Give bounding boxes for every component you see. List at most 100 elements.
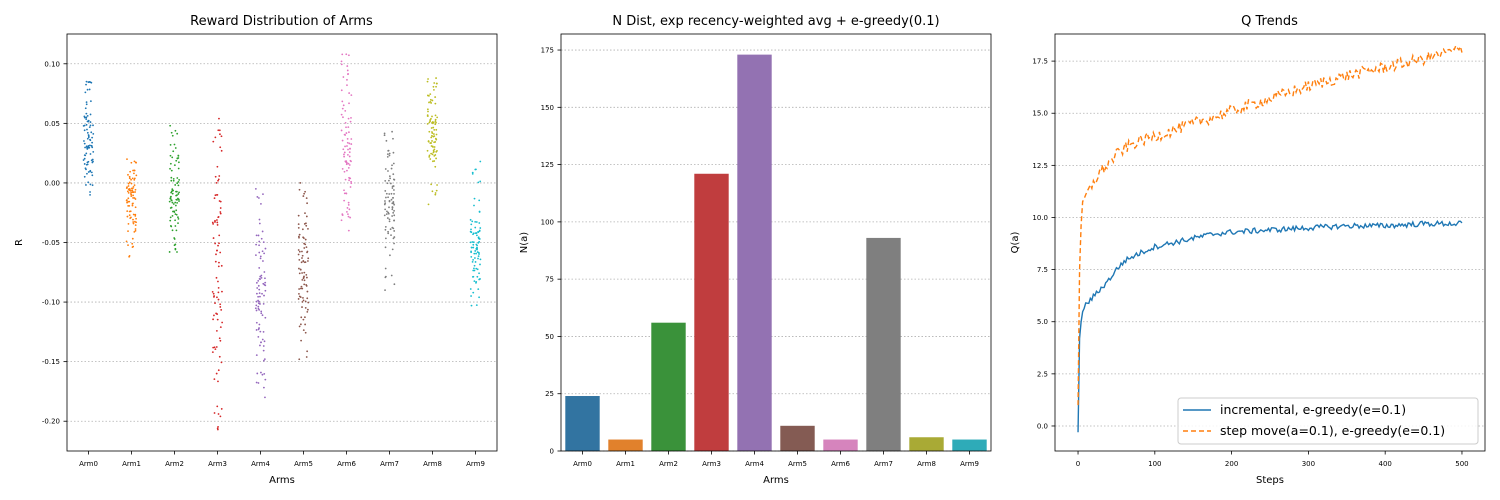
reward-point <box>213 412 216 414</box>
y-tick-label: -0.05 <box>42 239 60 247</box>
reward-point <box>470 228 472 231</box>
reward-point <box>472 258 475 261</box>
reward-point <box>176 182 179 185</box>
reward-point <box>131 242 134 245</box>
reward-point <box>212 346 215 349</box>
reward-point <box>427 203 430 206</box>
reward-point <box>170 169 173 172</box>
reward-point <box>342 76 345 78</box>
reward-point <box>393 209 395 212</box>
reward-point <box>263 358 266 361</box>
reward-point <box>301 228 304 231</box>
reward-point <box>430 117 432 120</box>
reward-point <box>85 145 88 148</box>
reward-point <box>297 223 300 226</box>
reward-point <box>393 219 396 222</box>
reward-point <box>302 329 305 332</box>
reward-point <box>303 242 306 245</box>
reward-point <box>219 133 221 136</box>
reward-point <box>259 255 262 258</box>
reward-point <box>435 128 438 131</box>
reward-point <box>469 241 472 244</box>
reward-point <box>90 171 93 174</box>
reward-point <box>85 103 88 106</box>
reward-point <box>307 301 310 304</box>
reward-point <box>171 201 174 204</box>
reward-point <box>134 161 137 164</box>
reward-point <box>213 378 216 381</box>
reward-point <box>133 169 136 172</box>
reward-point <box>261 250 264 253</box>
reward-point <box>88 144 91 147</box>
reward-point <box>177 180 180 183</box>
reward-point <box>257 328 260 331</box>
reward-point <box>347 204 350 206</box>
reward-point <box>92 150 95 153</box>
reward-point <box>347 162 350 165</box>
reward-point <box>343 192 346 195</box>
reward-point <box>434 193 437 196</box>
reward-point <box>262 260 264 262</box>
reward-point <box>215 330 218 332</box>
reward-point <box>340 219 343 222</box>
reward-point <box>435 138 438 141</box>
reward-point <box>89 153 92 155</box>
reward-point <box>177 217 180 220</box>
reward-point <box>260 274 263 277</box>
reward-point <box>220 135 223 138</box>
reward-point <box>126 199 128 201</box>
reward-point <box>473 264 476 267</box>
reward-point <box>431 99 434 102</box>
reward-point <box>473 280 476 282</box>
reward-point <box>386 217 389 219</box>
reward-point <box>129 217 132 220</box>
reward-point <box>476 234 478 237</box>
reward-point <box>216 224 219 226</box>
reward-point <box>215 253 217 256</box>
reward-point <box>348 92 351 94</box>
reward-point <box>259 275 262 278</box>
reward-point <box>85 123 88 126</box>
reward-point <box>255 321 258 324</box>
reward-point <box>340 60 343 63</box>
bar-arm8 <box>909 437 944 451</box>
reward-point <box>216 427 219 430</box>
reward-point <box>177 167 180 170</box>
reward-point <box>82 159 85 161</box>
reward-point <box>429 101 432 103</box>
reward-point <box>212 292 215 295</box>
y-tick-label: 5.0 <box>1037 318 1048 326</box>
n-distribution-panel: N Dist, exp recency-weighted avg + e-gre… <box>519 14 992 486</box>
reward-point <box>92 124 94 127</box>
reward-point <box>470 304 473 307</box>
x-tick-label: Arm8 <box>423 460 442 468</box>
reward-point <box>174 184 177 186</box>
reward-point <box>219 415 222 418</box>
y-tick-label: 50 <box>545 333 554 341</box>
reward-point <box>346 210 348 213</box>
y-tick-label: 0 <box>550 448 554 456</box>
reward-point <box>261 230 264 233</box>
reward-point <box>393 230 396 232</box>
reward-point <box>434 96 437 98</box>
reward-point <box>387 230 389 233</box>
reward-point <box>391 215 394 217</box>
x-axis-label: Arms <box>269 475 295 486</box>
reward-point <box>85 118 88 121</box>
reward-point <box>345 161 348 164</box>
reward-point <box>90 81 93 84</box>
reward-point <box>212 237 215 239</box>
reward-point <box>478 230 481 233</box>
x-tick-label: Arm0 <box>79 460 98 468</box>
reward-point <box>174 201 177 204</box>
x-tick-label: Arm5 <box>788 460 807 468</box>
reward-point <box>432 85 435 88</box>
reward-point <box>170 191 173 194</box>
reward-point <box>91 174 94 177</box>
reward-point <box>306 308 309 311</box>
reward-point <box>431 134 433 137</box>
reward-point <box>388 193 391 195</box>
reward-point <box>479 263 481 266</box>
reward-point <box>297 298 300 300</box>
reward-point <box>89 121 92 123</box>
